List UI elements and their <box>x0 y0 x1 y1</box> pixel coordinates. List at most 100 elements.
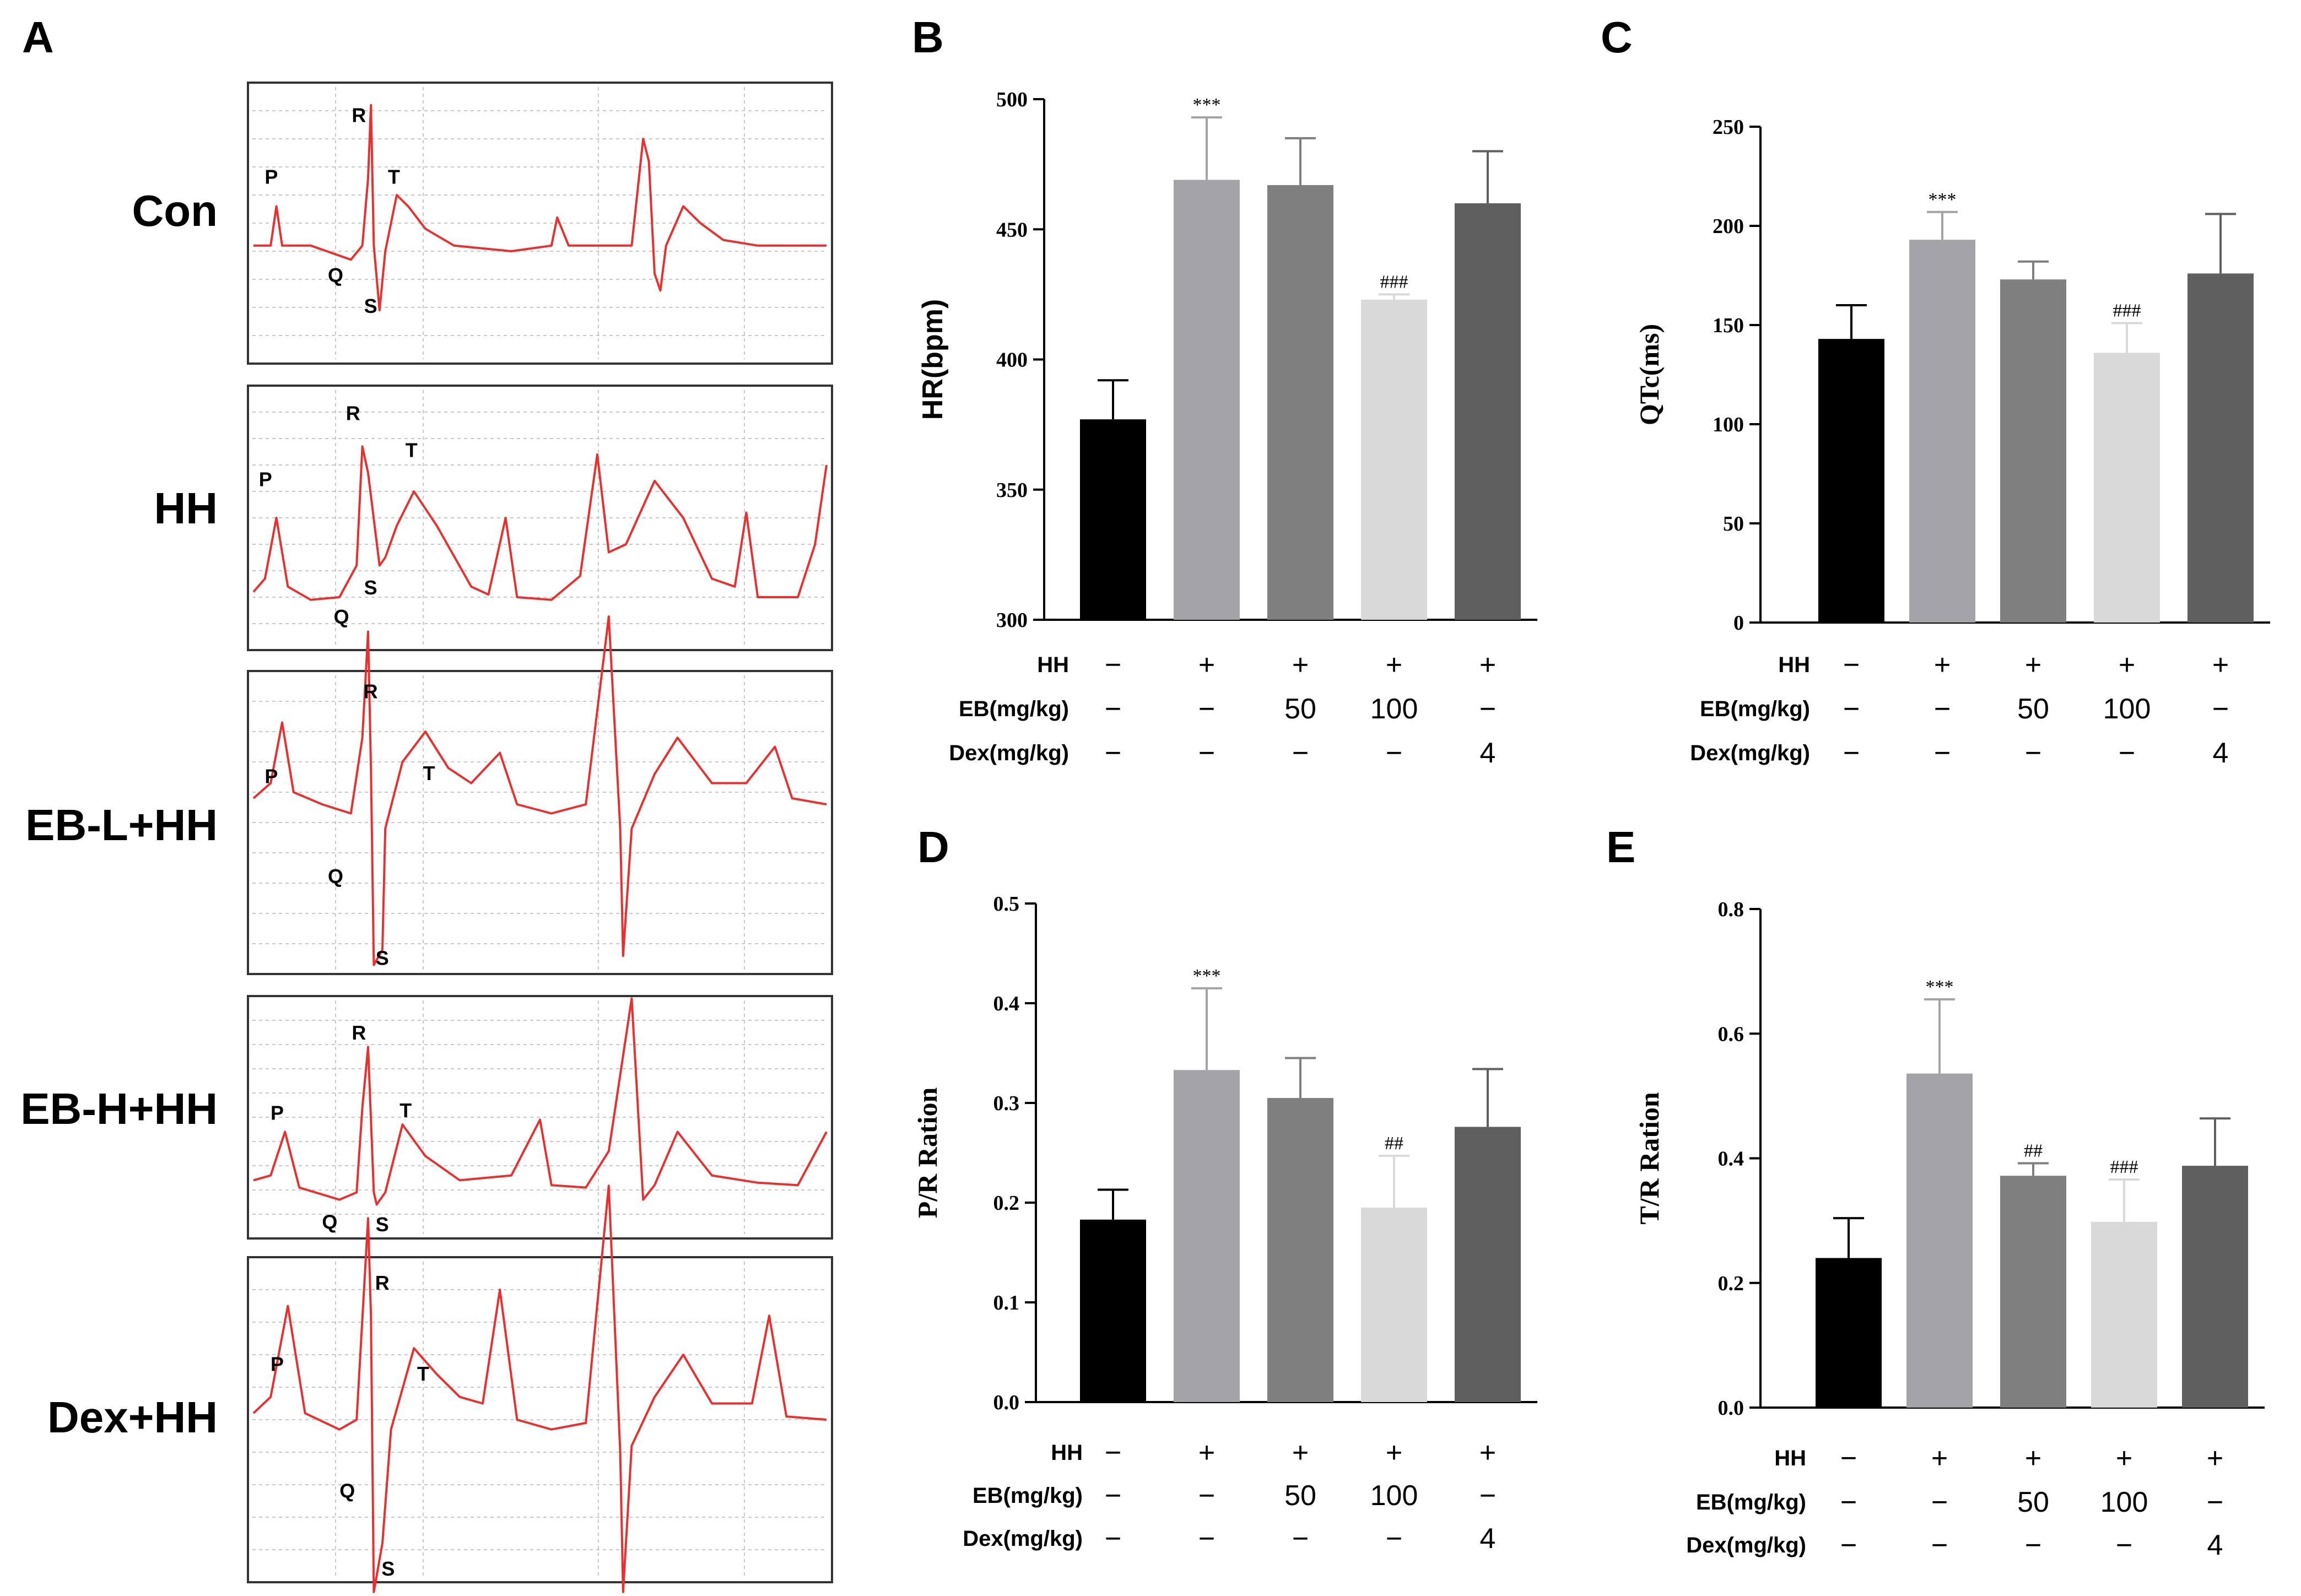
panel-letter: C <box>1601 13 1633 62</box>
condition-value: + <box>1198 1437 1215 1469</box>
condition-value: + <box>2116 1442 2132 1474</box>
bar-hh <box>1174 180 1240 620</box>
bar-hh <box>1909 240 1975 623</box>
ecg-trace-1: Con P Q R S T <box>132 82 833 365</box>
ecg-row-label: HH <box>154 484 218 533</box>
condition-value: − <box>1198 737 1215 769</box>
panel-a-letter: A <box>22 13 54 62</box>
ecg-trace-5: Dex+HH P Q R S T <box>47 1184 833 1593</box>
condition-value: − <box>1840 1486 1857 1518</box>
condition-value: − <box>1934 693 1951 725</box>
ecg-grid <box>252 1262 828 1578</box>
bar-chart-e: E0.00.20.40.60.8T/R Ration***#####HH − + + +… <box>1606 823 2265 1561</box>
wave-label-q: Q <box>328 264 343 286</box>
y-tick-label: 0.8 <box>1718 898 1744 921</box>
condition-value: 50 <box>2017 1486 2049 1518</box>
bar-dex-hh <box>1455 1127 1521 1402</box>
condition-value: + <box>1931 1442 1948 1474</box>
y-tick-label: 0.4 <box>993 992 1020 1015</box>
ecg-grid <box>252 1000 828 1234</box>
wave-label-s: S <box>376 1213 389 1236</box>
condition-value: − <box>1105 649 1121 681</box>
condition-value: 4 <box>2213 737 2229 769</box>
wave-label-p: P <box>271 1353 284 1376</box>
condition-value: − <box>1105 1480 1121 1512</box>
condition-value: − <box>2025 1529 2041 1561</box>
wave-label-q: Q <box>339 1480 355 1502</box>
bar-con <box>1818 339 1884 623</box>
significance-marker: ## <box>2024 1141 2043 1161</box>
panel-letter: D <box>917 823 949 872</box>
y-tick-label: 450 <box>996 218 1028 241</box>
panel-letter: B <box>912 13 944 62</box>
y-tick-label: 100 <box>1713 413 1744 436</box>
y-tick-label: 400 <box>996 349 1028 372</box>
bar-eb-h-hh <box>1361 1208 1427 1402</box>
condition-value: − <box>1198 693 1215 725</box>
condition-value: − <box>1386 1523 1402 1555</box>
condition-value: 100 <box>2100 1486 2148 1518</box>
condition-label: Dex(mg/kg) <box>949 741 1069 765</box>
wave-label-p: P <box>259 468 272 490</box>
bar-chart-c: C 0 50 100 150 200 250 QTc(ms) *** ### HH − + + + + EB(m… <box>1601 13 2270 769</box>
wave-label-t: T <box>423 762 435 785</box>
condition-label: HH <box>1051 1441 1083 1465</box>
bar-con <box>1080 419 1146 620</box>
condition-value: − <box>2119 737 2135 769</box>
condition-value: − <box>1292 737 1309 769</box>
condition-value: + <box>1386 649 1402 681</box>
wave-label-s: S <box>381 1557 395 1580</box>
y-tick-label: 0 <box>1733 612 1744 635</box>
ecg-trace-2: HH P Q R S T <box>154 385 833 651</box>
y-tick-label: 0.0 <box>1718 1397 1744 1420</box>
condition-value: − <box>1840 1442 1857 1474</box>
ecg-waveform <box>252 445 828 601</box>
condition-value: − <box>1386 737 1402 769</box>
condition-value: − <box>2212 693 2229 725</box>
condition-value: − <box>1105 1523 1121 1555</box>
bar-eb-h-hh <box>1361 299 1427 620</box>
condition-label: HH <box>1778 653 1810 677</box>
condition-value: 4 <box>1480 1523 1496 1555</box>
bar-chart-d: D0.00.10.20.30.40.5P/R Ration***##HH − + + +… <box>912 823 1537 1555</box>
wave-label-r: R <box>352 104 366 126</box>
y-tick-label: 0.6 <box>1718 1022 1744 1046</box>
condition-value: − <box>1934 737 1951 769</box>
condition-value: 50 <box>2017 693 2049 725</box>
ecg-trace-3: EB-L+HH P Q R S T <box>25 615 833 975</box>
wave-label-p: P <box>264 166 278 188</box>
condition-label: Dex(mg/kg) <box>963 1527 1083 1551</box>
condition-value: − <box>1105 1437 1121 1469</box>
bar-con <box>1816 1258 1882 1408</box>
y-tick-label: 300 <box>996 609 1028 632</box>
ecg-grid <box>252 675 828 970</box>
condition-value: + <box>1479 1437 1496 1469</box>
ecg-grid <box>252 87 828 359</box>
y-tick-label: 0.4 <box>1718 1148 1744 1171</box>
y-tick-label: 50 <box>1723 512 1744 535</box>
ecg-row-label: EB-H+HH <box>20 1084 218 1133</box>
panel-letter: E <box>1606 823 1635 872</box>
condition-value: + <box>2119 649 2135 681</box>
wave-label-r: R <box>364 680 378 703</box>
wave-label-s: S <box>364 576 377 599</box>
condition-value: + <box>1292 1437 1309 1469</box>
condition-value: − <box>1105 693 1121 725</box>
condition-label: EB(mg/kg) <box>1700 697 1810 721</box>
significance-marker: ### <box>1380 272 1408 292</box>
condition-value: + <box>1292 649 1309 681</box>
bar-eb-l-hh <box>2000 279 2066 623</box>
bar-dex-hh <box>2187 273 2254 623</box>
y-tick-label: 500 <box>996 88 1028 111</box>
bar-eb-h-hh <box>2094 353 2160 623</box>
condition-value: − <box>1843 649 1860 681</box>
condition-value: 100 <box>2103 693 2151 725</box>
wave-label-r: R <box>346 402 360 424</box>
condition-value: − <box>1105 737 1121 769</box>
y-tick-label: 0.1 <box>993 1291 1020 1314</box>
condition-value: 50 <box>1284 1480 1316 1512</box>
significance-marker: *** <box>1929 190 1957 210</box>
y-axis-title: T/R Ration <box>1634 1092 1665 1225</box>
